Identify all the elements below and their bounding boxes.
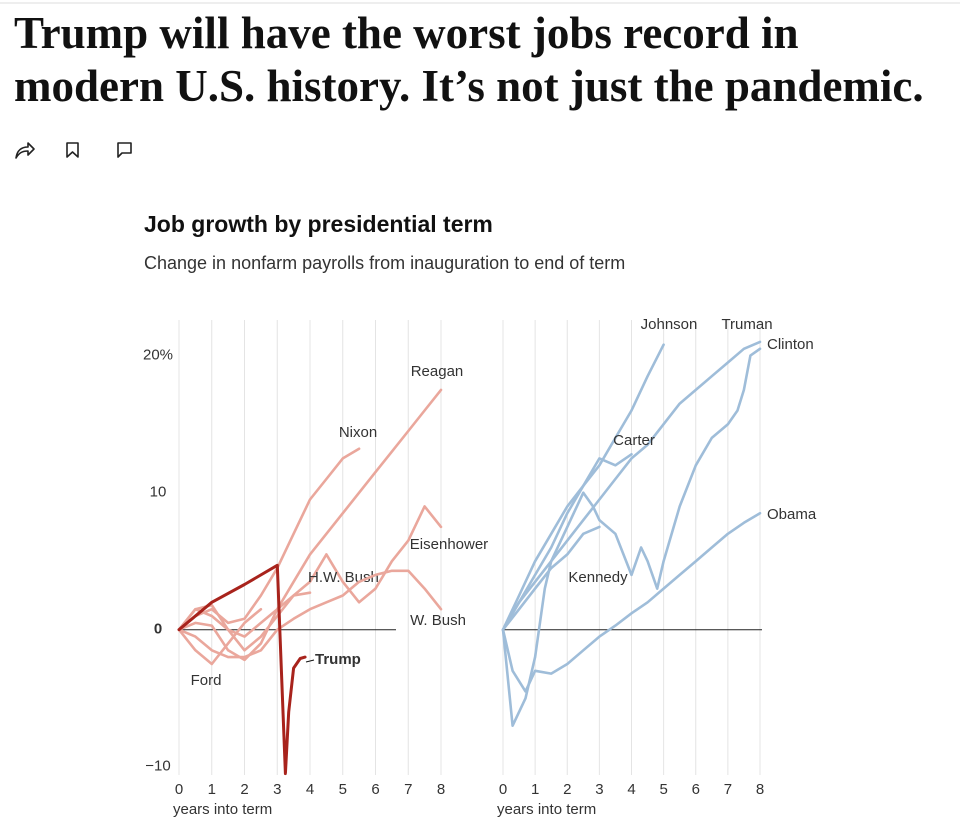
x-tick-label: 2 — [563, 781, 571, 798]
bookmark-icon[interactable] — [66, 142, 79, 158]
chart-subtitle: Change in nonfarm payrolls from inaugura… — [144, 253, 625, 273]
x-tick-label: 0 — [175, 781, 183, 798]
series-label: Clinton — [767, 336, 814, 353]
x-tick-label: 8 — [756, 781, 764, 798]
x-tick-label: 6 — [371, 781, 379, 798]
x-tick-label: 7 — [404, 781, 412, 798]
x-axis-label: years into term — [497, 801, 596, 818]
series-line — [177, 388, 443, 662]
y-tick-label: 0 — [154, 621, 162, 638]
series-line — [501, 511, 762, 693]
label-leader — [305, 659, 315, 663]
x-axis-label: years into term — [173, 801, 272, 818]
series-line — [177, 569, 443, 659]
y-tick-label: 10 — [150, 484, 167, 501]
x-tick-label: 6 — [692, 781, 700, 798]
x-tick-label: 8 — [437, 781, 445, 798]
x-tick-label: 1 — [208, 781, 216, 798]
x-tick-label: 2 — [240, 781, 248, 798]
x-tick-label: 3 — [273, 781, 281, 798]
series-line — [501, 525, 601, 631]
headline-line: modern U.S. history. It’s not just the p… — [14, 61, 924, 111]
series-label: Nixon — [339, 424, 377, 441]
headline-line: Trump will have the worst jobs record in — [14, 8, 799, 58]
series-label: W. Bush — [410, 612, 466, 629]
x-tick-label: 5 — [339, 781, 347, 798]
series-line — [501, 340, 762, 631]
y-tick-label: −10 — [145, 758, 170, 775]
series-label: Johnson — [641, 316, 698, 333]
x-tick-label: 4 — [627, 781, 635, 798]
series-label: Obama — [767, 506, 817, 523]
x-tick-label: 7 — [724, 781, 732, 798]
series-line — [501, 347, 762, 727]
series-line — [177, 607, 263, 666]
chart-title: Job growth by presidential term — [144, 211, 493, 237]
series-line — [177, 505, 443, 652]
series-line — [177, 447, 361, 631]
y-tick-label: 20% — [143, 347, 173, 364]
series-line — [177, 563, 307, 776]
series-label: Kennedy — [568, 569, 628, 586]
series-label: Carter — [613, 432, 655, 449]
series-label: Reagan — [411, 363, 464, 380]
x-tick-label: 0 — [499, 781, 507, 798]
series-label: Trump — [315, 651, 361, 668]
x-tick-label: 1 — [531, 781, 539, 798]
share-icon[interactable] — [15, 142, 35, 159]
series-label: Truman — [721, 316, 772, 333]
series-label: Ford — [191, 672, 222, 689]
series-label: Eisenhower — [410, 536, 488, 553]
comment-icon[interactable] — [117, 142, 132, 158]
x-tick-label: 4 — [306, 781, 314, 798]
x-tick-label: 3 — [595, 781, 603, 798]
series-line — [501, 453, 633, 631]
x-tick-label: 5 — [659, 781, 667, 798]
